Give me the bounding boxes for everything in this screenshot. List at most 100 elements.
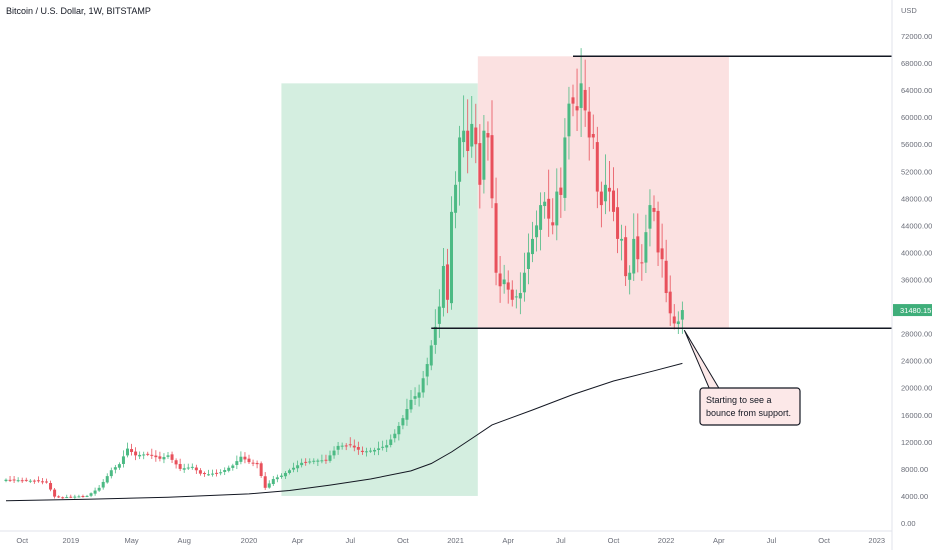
candle-body <box>603 184 607 202</box>
candle-body <box>117 464 121 468</box>
price-tick-label: 60000.00 <box>901 113 932 122</box>
candle-body <box>514 296 518 298</box>
currency-label: USD <box>901 6 917 15</box>
candle-body <box>474 127 478 145</box>
candle-body <box>16 480 20 482</box>
time-tick-label: 2022 <box>658 536 675 545</box>
levels-layer <box>431 55 892 329</box>
candle-body <box>364 451 368 453</box>
candle-body <box>146 453 150 455</box>
candle-body <box>587 111 591 138</box>
candle-body <box>381 446 385 448</box>
candle-body <box>170 454 174 460</box>
candle-body <box>567 103 571 137</box>
moving-average-line <box>5 362 683 502</box>
callout-box <box>699 387 801 426</box>
candle-body <box>288 470 291 473</box>
candle-body <box>53 489 57 497</box>
candle-body <box>89 493 93 496</box>
candle-body <box>369 450 372 452</box>
candle-body <box>65 497 69 499</box>
candle-body <box>360 450 364 452</box>
candle-body <box>502 279 506 285</box>
price-tick-label: 16000.00 <box>901 411 932 420</box>
candle-body <box>243 456 247 460</box>
candle-body <box>547 198 551 219</box>
price-axis: USD 72000.00 68000.00 64000.00 60000.00 56000… <box>891 0 932 550</box>
candle-body <box>113 467 117 470</box>
candle-body <box>373 449 377 452</box>
candle-body <box>393 433 397 439</box>
candle-body <box>324 459 328 461</box>
candle-body <box>348 444 352 446</box>
candle-body <box>555 191 559 226</box>
candle-body <box>126 448 129 456</box>
time-tick-label: 2019 <box>62 536 79 545</box>
candle-body <box>526 252 530 269</box>
time-tick-label: Oct <box>397 536 410 545</box>
time-tick-label: Oct <box>16 536 29 545</box>
candle-body <box>138 454 142 457</box>
candle-body <box>640 262 644 264</box>
candle-body <box>328 455 332 461</box>
candle-body <box>101 481 105 488</box>
price-tick-label: 64000.00 <box>901 86 932 95</box>
candle-body <box>421 378 425 393</box>
candle-body <box>69 496 73 498</box>
candle-body <box>57 496 61 498</box>
candle-body <box>660 248 664 260</box>
candle-body <box>620 238 624 241</box>
time-tick-label: Oct <box>608 536 621 545</box>
candle-body <box>158 456 162 459</box>
chart-title: Bitcoin / U.S. Dollar, 1W, BITSTAMP <box>6 6 151 16</box>
candle-body <box>4 479 8 482</box>
candle-body <box>543 201 547 207</box>
candle-body <box>150 454 154 456</box>
candle-body <box>676 321 680 325</box>
price-tick-label: 68000.00 <box>901 59 932 68</box>
candle-body <box>300 462 304 466</box>
candle-body <box>36 480 40 482</box>
current-price-badge <box>893 304 932 317</box>
ma-layer <box>5 362 683 502</box>
candle-body <box>296 465 300 469</box>
candle-body <box>531 238 534 255</box>
candle-body <box>85 495 89 497</box>
time-tick-label: May <box>124 536 138 545</box>
candle-body <box>255 462 259 465</box>
candle-body <box>336 445 340 450</box>
candle-body <box>174 460 178 465</box>
candle-body <box>352 445 356 448</box>
candle-body <box>482 130 486 180</box>
candle-body <box>32 480 36 482</box>
candle-body <box>275 477 279 480</box>
price-tick-label: 0.00 <box>901 519 916 528</box>
time-tick-label: Oct <box>818 536 831 545</box>
candle-body <box>644 232 648 263</box>
candle-body <box>454 184 458 213</box>
candle-body <box>215 472 219 474</box>
candle-body <box>231 465 235 468</box>
price-tick-label: 52000.00 <box>901 167 932 176</box>
candle-body <box>510 289 514 300</box>
candle-body <box>130 449 134 452</box>
callout-pointer <box>683 329 721 391</box>
candle-body <box>518 293 522 299</box>
red-zone <box>477 56 729 329</box>
price-tick-label: 24000.00 <box>901 357 932 366</box>
candle-body <box>571 97 575 104</box>
candle-body <box>166 455 170 457</box>
candle-body <box>413 396 417 399</box>
candle-body <box>134 451 138 456</box>
candle-body <box>81 495 85 497</box>
candle-body <box>522 272 526 293</box>
candle-body <box>93 490 97 494</box>
candle-body <box>466 130 470 151</box>
candle-body <box>12 479 16 481</box>
callout-line1: Starting to see a <box>706 395 772 405</box>
candle-body <box>595 142 599 192</box>
candle-body <box>624 237 628 277</box>
candle-body <box>405 409 409 420</box>
candle-body <box>668 291 672 314</box>
